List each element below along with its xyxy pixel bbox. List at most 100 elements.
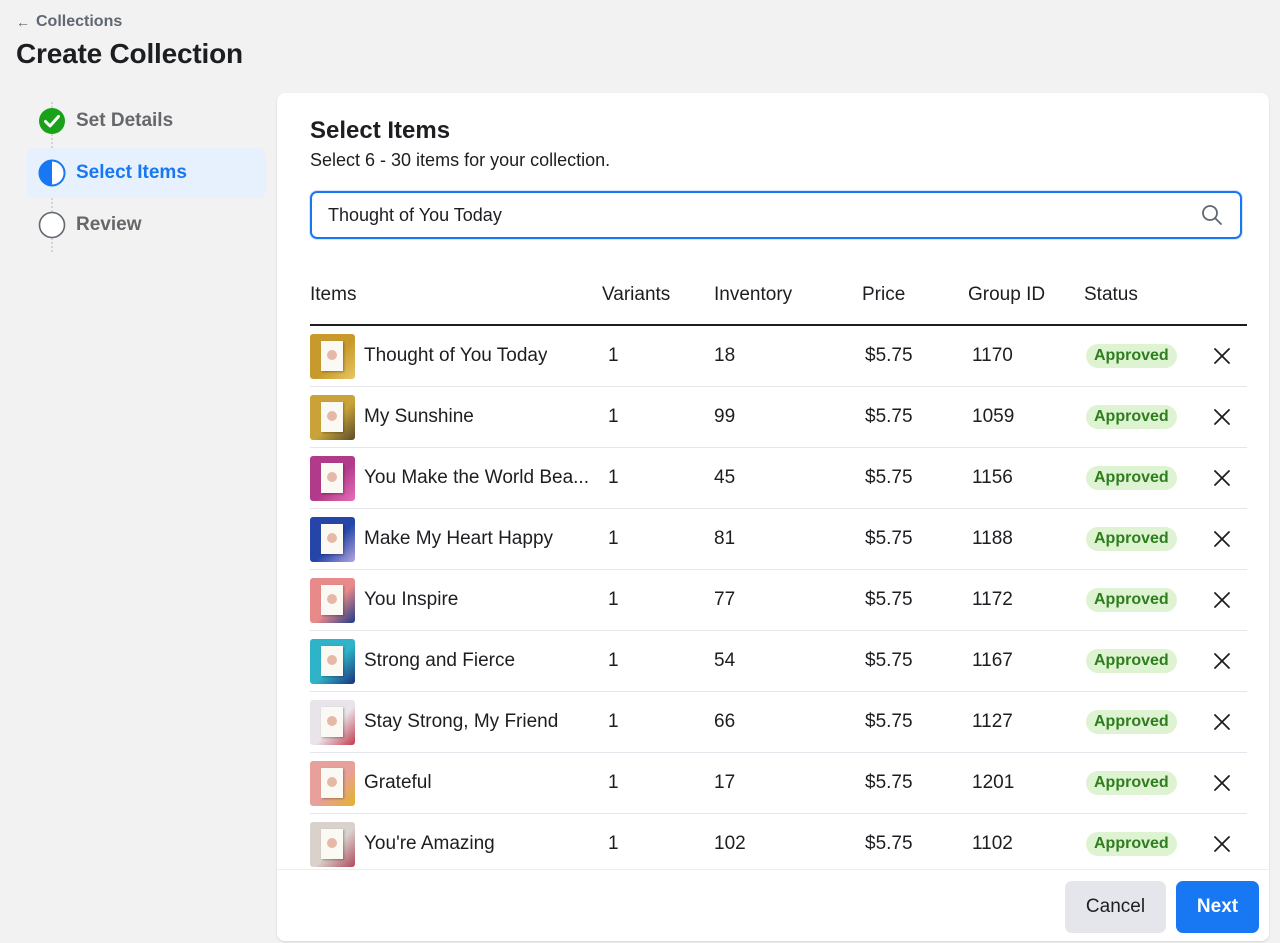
empty-circle-icon — [38, 211, 66, 239]
card-image — [321, 645, 343, 676]
remove-cell — [1197, 467, 1247, 489]
variants-cell: 1 — [608, 528, 619, 549]
card-image — [321, 523, 343, 554]
step-review[interactable]: Review — [26, 200, 266, 250]
search-icon[interactable] — [1200, 203, 1224, 227]
card-image — [321, 401, 343, 432]
remove-cell — [1197, 833, 1247, 855]
table-header: Items Variants Inventory Price Group ID … — [310, 265, 1247, 326]
item-thumbnail — [310, 455, 355, 501]
item-name: My Sunshine — [364, 406, 474, 427]
item-cell: Thought of You Today — [310, 333, 602, 379]
status-badge: Approved — [1086, 588, 1177, 612]
group-id-cell: 1127 — [972, 711, 1013, 732]
table-row: You Make the World Bea... 1 45 $5.75 115… — [310, 448, 1247, 509]
price-cell: $5.75 — [865, 345, 913, 366]
item-cell: Strong and Fierce — [310, 638, 602, 684]
variants-cell: 1 — [608, 406, 619, 427]
card-image — [321, 462, 343, 493]
status-badge: Approved — [1086, 466, 1177, 490]
inventory-cell: 54 — [714, 650, 736, 671]
remove-cell — [1197, 406, 1247, 428]
card-image — [321, 828, 343, 859]
status-cell: Approved — [1084, 771, 1197, 795]
step-label: Set Details — [76, 110, 174, 131]
table-row: Make My Heart Happy 1 81 $5.75 1188 Appr… — [310, 509, 1247, 570]
step-label: Select Items — [76, 162, 187, 183]
remove-item-button[interactable] — [1211, 833, 1233, 855]
table-row: My Sunshine 1 99 $5.75 1059 Approved — [310, 387, 1247, 448]
group-id-cell: 1172 — [972, 589, 1013, 610]
item-name: You're Amazing — [364, 833, 495, 854]
remove-item-button[interactable] — [1211, 528, 1233, 550]
item-cell: You Make the World Bea... — [310, 455, 602, 501]
remove-item-button[interactable] — [1211, 345, 1233, 367]
next-button[interactable]: Next — [1176, 881, 1259, 933]
variants-cell: 1 — [608, 467, 619, 488]
item-name: Stay Strong, My Friend — [364, 711, 559, 732]
price-cell: $5.75 — [865, 528, 913, 549]
group-id-cell: 1102 — [972, 833, 1013, 854]
remove-cell — [1197, 772, 1247, 794]
remove-cell — [1197, 528, 1247, 550]
column-header-items: Items — [310, 283, 357, 305]
variants-cell: 1 — [608, 711, 619, 732]
remove-item-button[interactable] — [1211, 711, 1233, 733]
item-cell: My Sunshine — [310, 394, 602, 440]
variants-cell: 1 — [608, 772, 619, 793]
status-cell: Approved — [1084, 405, 1197, 429]
card-image — [321, 584, 343, 615]
close-icon — [1214, 348, 1230, 364]
item-cell: Make My Heart Happy — [310, 516, 602, 562]
item-name: You Inspire — [364, 589, 459, 610]
breadcrumb-back-link[interactable]: ← Collections — [16, 13, 122, 31]
close-icon — [1214, 714, 1230, 730]
item-name: Grateful — [364, 772, 432, 793]
inventory-cell: 102 — [714, 833, 746, 854]
item-thumbnail — [310, 760, 355, 806]
inventory-cell: 77 — [714, 589, 736, 610]
step-set-details[interactable]: Set Details — [26, 96, 266, 146]
remove-item-button[interactable] — [1211, 650, 1233, 672]
status-badge: Approved — [1086, 771, 1177, 795]
remove-item-button[interactable] — [1211, 406, 1233, 428]
search-input[interactable] — [328, 204, 1200, 226]
status-badge: Approved — [1086, 832, 1177, 856]
cancel-button[interactable]: Cancel — [1065, 881, 1166, 933]
remove-item-button[interactable] — [1211, 589, 1233, 611]
card-image — [321, 706, 343, 737]
item-thumbnail — [310, 394, 355, 440]
column-header-price: Price — [862, 283, 906, 305]
remove-item-button[interactable] — [1211, 467, 1233, 489]
price-cell: $5.75 — [865, 589, 913, 610]
price-cell: $5.75 — [865, 833, 913, 854]
table-row: Thought of You Today 1 18 $5.75 1170 App… — [310, 326, 1247, 387]
group-id-cell: 1201 — [972, 772, 1015, 793]
item-thumbnail — [310, 516, 355, 562]
half-circle-progress-icon — [38, 159, 66, 187]
price-cell: $5.75 — [865, 467, 913, 488]
column-header-group-id: Group ID — [968, 283, 1046, 305]
table-body: Thought of You Today 1 18 $5.75 1170 App… — [310, 326, 1247, 875]
table-row: You're Amazing 1 102 $5.75 1102 Approved — [310, 814, 1247, 875]
item-name: Strong and Fierce — [364, 650, 516, 671]
status-cell: Approved — [1084, 527, 1197, 551]
status-cell: Approved — [1084, 832, 1197, 856]
step-label: Review — [76, 214, 142, 235]
check-circle-icon — [38, 107, 66, 135]
card-image — [321, 340, 343, 371]
variants-cell: 1 — [608, 589, 619, 610]
close-icon — [1214, 409, 1230, 425]
close-icon — [1214, 836, 1230, 852]
remove-item-button[interactable] — [1211, 772, 1233, 794]
step-select-items[interactable]: Select Items — [26, 148, 266, 198]
column-header-variants: Variants — [602, 283, 671, 305]
arrow-left-icon: ← — [16, 14, 30, 30]
status-cell: Approved — [1084, 649, 1197, 673]
item-cell: You're Amazing — [310, 821, 602, 867]
status-cell: Approved — [1084, 466, 1197, 490]
price-cell: $5.75 — [865, 772, 913, 793]
page-title: Create Collection — [16, 38, 243, 69]
table-row: Grateful 1 17 $5.75 1201 Approved — [310, 753, 1247, 814]
select-items-panel: Select Items Select 6 - 30 items for you… — [277, 93, 1269, 941]
